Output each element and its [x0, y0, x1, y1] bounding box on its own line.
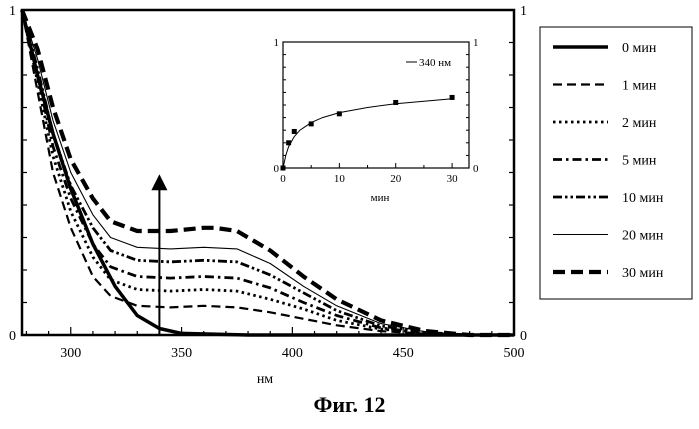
inset-x-tick-label: 20	[390, 173, 402, 185]
x-tick-label: 350	[171, 346, 192, 361]
inset-x-tick-label: 10	[334, 173, 346, 185]
main-x-axis-label: нм	[257, 372, 273, 387]
inset-point-1	[286, 140, 291, 145]
y-tick-label-right: 1	[520, 4, 527, 19]
y-tick-label-left: 1	[9, 4, 16, 19]
inset-x-tick-label: 30	[447, 173, 459, 185]
inset-y-tick-label-right: 0	[473, 163, 479, 175]
legend-label-4: 10 мин	[622, 191, 664, 206]
inset-y-tick-label-left: 1	[274, 37, 280, 49]
inset-point-0	[281, 166, 286, 171]
inset-x-tick-label: 0	[280, 173, 286, 185]
x-tick-label: 450	[393, 346, 414, 361]
legend-label-5: 20 мин	[622, 229, 664, 244]
x-tick-label: 400	[282, 346, 303, 361]
inset-y-tick-label-left: 0	[274, 163, 280, 175]
figure-caption: Фиг. 12	[0, 392, 699, 418]
legend-label-6: 30 мин	[622, 266, 664, 281]
inset-y-tick-label-right: 1	[473, 37, 479, 49]
y-tick-label-left: 0	[9, 329, 16, 344]
inset-point-5	[393, 100, 398, 105]
inset-point-2	[292, 129, 297, 134]
inset-point-6	[450, 95, 455, 100]
inset-legend-label: 340 нм	[419, 57, 451, 69]
legend-label-1: 1 мин	[622, 79, 657, 94]
inset-point-4	[337, 111, 342, 116]
inset-x-axis-label: мин	[371, 192, 390, 204]
x-tick-label: 300	[60, 346, 81, 361]
legend-box	[540, 27, 692, 299]
legend-label-3: 5 мин	[622, 154, 657, 169]
x-tick-label: 500	[504, 346, 525, 361]
y-tick-label-right: 0	[520, 329, 527, 344]
legend-label-0: 0 мин	[622, 41, 657, 56]
legend-label-2: 2 мин	[622, 116, 657, 131]
inset-point-3	[309, 121, 314, 126]
